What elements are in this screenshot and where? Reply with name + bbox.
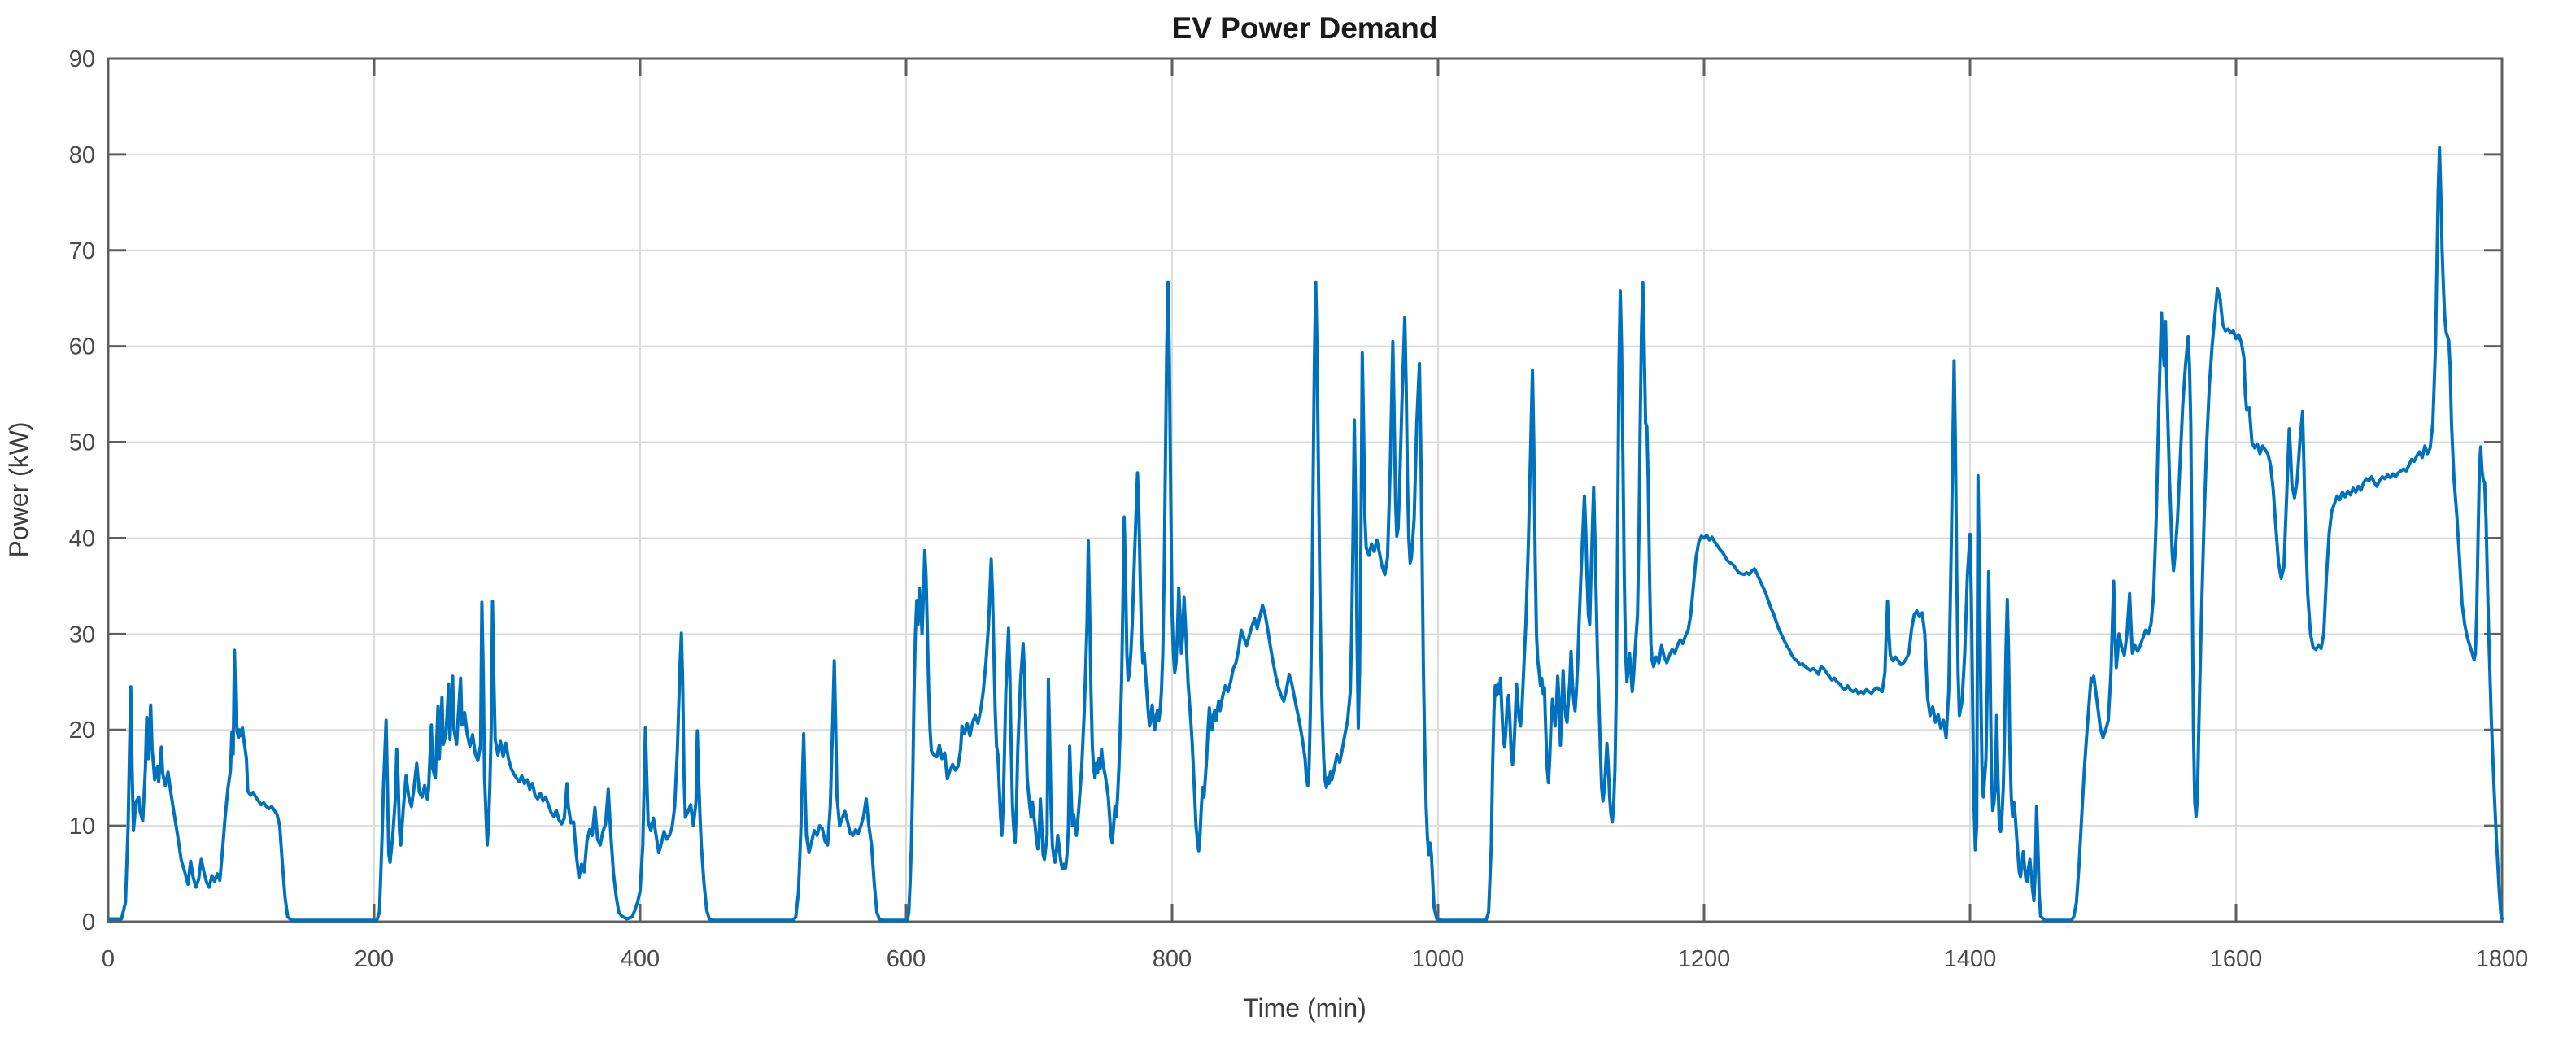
- x-tick-label: 200: [355, 946, 394, 972]
- y-tick-label: 70: [69, 238, 95, 264]
- tick-labels: 0 200 400 600 800 1000 1200 1400 1600 1800 0 10 20 30…: [69, 46, 2529, 972]
- data-line-layer: [107, 146, 2504, 923]
- x-tick-label: 800: [1153, 946, 1192, 972]
- grid-lines: [108, 59, 2502, 922]
- y-tick-label: 80: [69, 142, 95, 168]
- x-tick-label: 1800: [2476, 946, 2529, 972]
- x-tick-label: 1000: [1412, 946, 1465, 972]
- y-tick-label: 50: [69, 430, 95, 456]
- x-tick-label: 1200: [1678, 946, 1731, 972]
- y-tick-label: 10: [69, 814, 95, 840]
- y-tick-label: 0: [82, 910, 95, 936]
- y-tick-label: 60: [69, 334, 95, 360]
- plot-box: [107, 57, 2504, 923]
- axes-box: [107, 57, 2504, 923]
- x-axis-label: Time (min): [1243, 993, 1366, 1023]
- y-tick-label: 90: [69, 46, 95, 72]
- y-tick-label: 40: [69, 526, 95, 552]
- x-tick-label: 600: [887, 946, 926, 972]
- y-axis-label: Power (kW): [4, 421, 33, 557]
- power-demand-line: [107, 146, 2504, 923]
- x-tick-label: 1600: [2210, 946, 2263, 972]
- x-tick-label: 1400: [1944, 946, 1997, 972]
- chart-title: EV Power Demand: [1172, 11, 1438, 45]
- tick-marks: [107, 57, 2504, 923]
- y-tick-label: 30: [69, 622, 95, 648]
- y-tick-label: 20: [69, 718, 95, 744]
- x-tick-label: 400: [621, 946, 660, 972]
- x-tick-label: 0: [102, 946, 115, 972]
